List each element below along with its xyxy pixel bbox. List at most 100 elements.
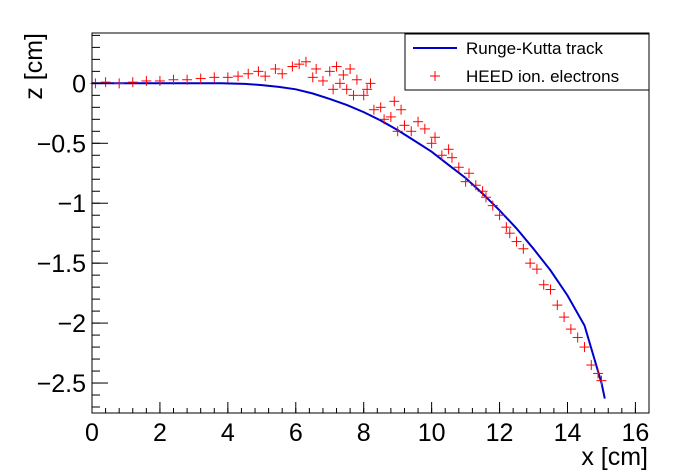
electron-marker [480,192,491,203]
plot-frame [91,32,650,414]
electron-marker [538,279,549,290]
electron-marker [511,236,522,247]
electron-marker [233,71,244,82]
electron-marker [358,90,369,101]
x-tick-label: 2 [153,419,167,447]
x-tick-label: 12 [486,419,514,447]
electron-marker [154,75,165,86]
electron-marker [277,68,288,79]
electron-marker [552,300,563,311]
electron-marker [379,114,390,125]
electron-marker [362,84,373,95]
electron-marker [300,56,311,67]
electron-marker [531,264,542,275]
x-axis-title: x [cm] [581,443,648,471]
electron-series [90,56,607,386]
electron-marker [436,150,447,161]
x-tick-label: 8 [357,419,371,447]
electron-marker [260,71,271,82]
electron-marker [559,312,570,323]
electron-marker [545,284,556,295]
y-tick-label: −0.5 [37,130,86,158]
electron-marker [141,75,152,86]
electron-marker [328,84,339,95]
electron-marker [406,126,417,137]
x-tick-label: 6 [289,419,303,447]
electron-marker [127,77,138,88]
electron-marker [494,210,505,221]
electron-marker [447,152,458,163]
electron-marker [331,61,342,72]
electron-marker [586,360,597,371]
legend-marker-swatch [430,71,440,81]
electron-marker [338,69,349,80]
x-tick-label: 4 [221,419,235,447]
electron-marker [443,144,454,155]
x-tick-label: 0 [85,419,99,447]
electron-marker [351,74,362,85]
electron-marker [477,186,488,197]
electron-marker [307,72,318,83]
electron-marker [413,116,424,127]
electron-marker [430,132,441,143]
y-axis-ticks: 0 −0.5 −1 −1.5 −2 −2.5 [37,34,108,408]
electron-marker [426,138,437,149]
electron-marker [419,123,430,134]
y-tick-label: −1 [57,190,86,218]
electron-marker [572,332,583,343]
electron-marker [460,176,471,187]
electron-marker [504,228,515,239]
electron-marker [392,126,403,137]
electron-marker [324,66,335,77]
x-axis-ticks: 0 2 4 6 8 10 12 14 16 [85,402,650,447]
electron-marker [385,111,396,122]
electron-marker [399,120,410,131]
electron-marker [593,368,604,379]
electron-marker [463,168,474,179]
y-tick-label: −2.5 [37,370,86,398]
electron-marker [375,102,386,113]
electron-marker [348,90,359,101]
electron-marker [243,68,254,79]
y-axis-title: z [cm] [20,33,48,100]
electron-marker [100,77,111,88]
electron-marker [287,61,298,72]
x-tick-label: 16 [622,419,650,447]
electron-marker [518,243,529,254]
electron-marker [253,66,264,77]
electron-marker [565,324,576,335]
track-line [92,82,606,399]
electron-marker [525,258,536,269]
electron-marker [453,162,464,173]
electron-marker [345,63,356,74]
legend-label-track: Runge-Kutta track [466,39,604,58]
legend: Runge-Kutta track HEED ion. electrons [404,33,650,91]
x-tick-label: 10 [418,419,446,447]
track-series [92,82,606,399]
electron-marker [396,104,407,115]
electron-marker [182,74,193,85]
legend-box [404,33,650,91]
electron-marker [470,180,481,191]
electron-marker [317,75,328,86]
x-tick-label: 14 [554,419,582,447]
electron-marker [487,200,498,211]
electron-marker [168,74,179,85]
electron-marker [311,63,322,74]
y-tick-label: −2 [57,310,86,338]
electron-marker [501,222,512,233]
electron-marker [270,63,281,74]
y-tick-label: −1.5 [37,250,86,278]
electron-marker [114,78,125,89]
electron-marker [596,375,607,386]
electron-marker [222,72,233,83]
electron-marker [209,72,220,83]
legend-label-electrons: HEED ion. electrons [466,67,619,86]
electron-marker [195,73,206,84]
electron-marker [294,59,305,70]
electron-marker [389,96,400,107]
electron-marker [579,342,590,353]
electron-marker [365,78,376,89]
electron-marker [334,78,345,89]
